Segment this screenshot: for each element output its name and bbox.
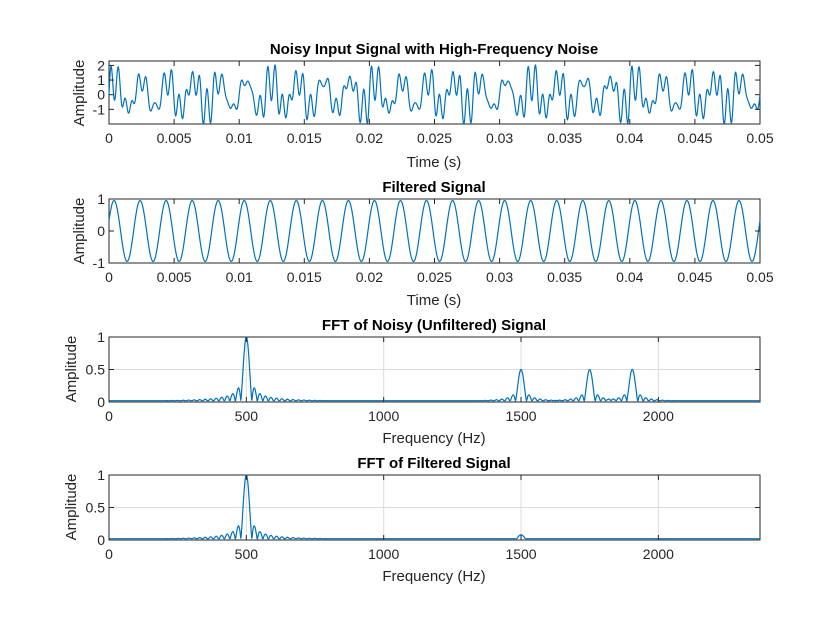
x-axis-label: Frequency (Hz) — [382, 430, 485, 447]
plot-area — [109, 199, 760, 263]
x-tick-label: 0.035 — [547, 130, 582, 146]
x-axis-label: Frequency (Hz) — [382, 568, 485, 585]
y-axis-label: Amplitude — [63, 474, 80, 541]
x-tick-label: 0 — [105, 546, 113, 562]
x-tick-label: 2000 — [643, 546, 674, 562]
y-axis-label: Amplitude — [71, 60, 88, 127]
x-tick-label: 2000 — [643, 408, 674, 424]
x-tick-label: 0.015 — [287, 269, 322, 285]
x-tick-label: 1000 — [368, 408, 399, 424]
x-tick-label: 0.045 — [677, 269, 712, 285]
x-tick-label: 0.05 — [746, 269, 773, 285]
x-tick-label: 0.005 — [157, 269, 192, 285]
y-tick-label: 0.5 — [86, 362, 106, 378]
y-tick-label: 0 — [97, 532, 105, 548]
subplot-title: FFT of Noisy (Unfiltered) Signal — [322, 317, 546, 334]
x-tick-label: 0.05 — [746, 130, 773, 146]
x-tick-label: 0.02 — [356, 130, 383, 146]
y-tick-label: 0 — [97, 223, 105, 239]
y-tick-label: 1 — [97, 191, 105, 207]
x-tick-label: 0.04 — [616, 130, 643, 146]
x-tick-label: 0.025 — [417, 269, 452, 285]
x-tick-label: 0 — [105, 130, 113, 146]
y-tick-label: 1 — [97, 329, 105, 345]
x-tick-label: 0.03 — [486, 130, 513, 146]
y-tick-label: 0.5 — [86, 500, 106, 516]
x-tick-label: 500 — [235, 408, 259, 424]
x-tick-label: 0.025 — [417, 130, 452, 146]
y-tick-label: -1 — [93, 255, 106, 271]
y-tick-label: 1 — [97, 72, 105, 88]
y-axis-label: Amplitude — [71, 198, 88, 265]
subplot-title: Noisy Input Signal with High-Frequency N… — [270, 41, 598, 58]
x-tick-label: 0 — [105, 408, 113, 424]
x-tick-label: 0.02 — [356, 269, 383, 285]
x-tick-label: 1500 — [505, 546, 536, 562]
y-tick-label: -1 — [93, 101, 106, 117]
x-tick-label: 0.04 — [616, 269, 643, 285]
x-axis-label: Time (s) — [407, 154, 461, 171]
y-tick-label: 1 — [97, 467, 105, 483]
x-tick-label: 0 — [105, 269, 113, 285]
x-tick-label: 0.035 — [547, 269, 582, 285]
x-tick-label: 500 — [235, 546, 259, 562]
subplot-title: FFT of Filtered Signal — [357, 455, 510, 472]
y-tick-label: 0 — [97, 394, 105, 410]
x-tick-label: 1500 — [505, 408, 536, 424]
x-tick-label: 0.015 — [287, 130, 322, 146]
x-tick-label: 0.005 — [157, 130, 192, 146]
x-tick-label: 1000 — [368, 546, 399, 562]
y-tick-label: 0 — [97, 87, 105, 103]
x-tick-label: 0.045 — [677, 130, 712, 146]
subplot-title: Filtered Signal — [382, 179, 485, 196]
x-axis-label: Time (s) — [407, 292, 461, 309]
x-tick-label: 0.03 — [486, 269, 513, 285]
y-tick-label: 2 — [97, 57, 105, 73]
x-tick-label: 0.01 — [226, 269, 253, 285]
y-axis-label: Amplitude — [63, 336, 80, 403]
x-tick-label: 0.01 — [226, 130, 253, 146]
